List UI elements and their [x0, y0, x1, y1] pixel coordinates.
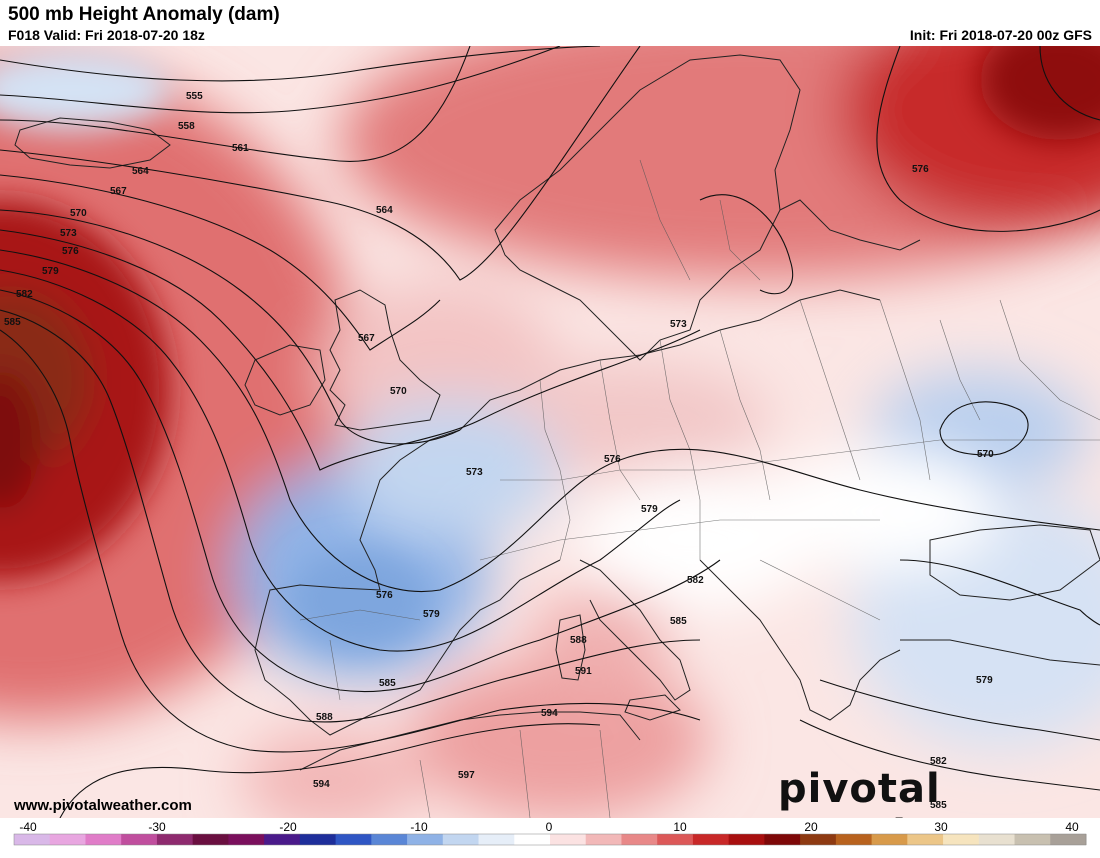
- contour-label: 582: [687, 575, 704, 586]
- contour-label: 564: [132, 166, 149, 177]
- colorbar-swatch: [85, 834, 122, 845]
- colorbar-tick-label: 20: [804, 820, 818, 834]
- colorbar-swatch: [550, 834, 587, 845]
- colorbar-swatch: [764, 834, 801, 845]
- contour-label: 585: [379, 678, 396, 689]
- colorbar-swatches: [13, 833, 1087, 846]
- colorbar-swatch: [14, 834, 51, 845]
- contour-label: 588: [316, 712, 333, 723]
- contour-label: 585: [930, 800, 947, 811]
- colorbar-tick-label: 0: [545, 820, 553, 834]
- colorbar-swatch: [514, 834, 551, 845]
- colorbar-swatch: [692, 834, 730, 845]
- contour-label: 579: [976, 675, 993, 686]
- colorbar-swatch: [478, 834, 515, 845]
- colorbar-svg: [13, 833, 1087, 846]
- contour-label: 567: [358, 333, 375, 344]
- contour-label: 558: [178, 121, 195, 132]
- colorbar-swatch: [728, 834, 765, 845]
- colorbar-swatch: [871, 834, 908, 845]
- colorbar-swatch: [156, 834, 194, 845]
- colorbar: [0, 818, 1100, 850]
- colorbar-swatch: [335, 834, 372, 845]
- contour-label: 582: [16, 289, 33, 300]
- height-contours: [0, 46, 1100, 818]
- map-title: 500 mb Height Anomaly (dam): [8, 4, 280, 25]
- contour-label: 576: [62, 246, 79, 257]
- contour-label: 573: [60, 228, 77, 239]
- contour-label: 594: [541, 708, 558, 719]
- colorbar-swatch: [621, 834, 658, 845]
- contour-label: 576: [376, 590, 393, 601]
- header: 500 mb Height Anomaly (dam) F018 Valid: …: [0, 0, 1100, 46]
- contour-label: 579: [42, 266, 59, 277]
- contour-label-group: 555 558 561 564 564 567 567 570 570 570 …: [4, 91, 994, 811]
- colorbar-swatch: [585, 834, 622, 845]
- contour-label: 579: [423, 609, 440, 620]
- contour-label: 585: [670, 616, 687, 627]
- contour-label: 573: [670, 319, 687, 330]
- colorbar-swatch: [1014, 834, 1051, 845]
- colorbar-tick-label: -30: [148, 820, 166, 834]
- colorbar-swatch: [943, 834, 980, 845]
- contour-label: 570: [977, 449, 994, 460]
- contour-label: 561: [232, 143, 249, 154]
- contour-label: 597: [458, 770, 475, 781]
- contour-label: 591: [575, 666, 592, 677]
- colorbar-swatch: [442, 834, 480, 845]
- valid-time: F018 Valid: Fri 2018-07-20 18z: [8, 27, 205, 43]
- colorbar-swatch: [907, 834, 944, 845]
- colorbar-swatch: [299, 834, 337, 845]
- contour-label: 579: [641, 504, 658, 515]
- colorbar-tick-label: -40: [19, 820, 37, 834]
- contour-label: 576: [604, 454, 621, 465]
- map-canvas: 555 558 561 564 564 567 567 570 570 570 …: [0, 46, 1100, 818]
- contour-label: 582: [930, 756, 947, 767]
- colorbar-swatch: [192, 834, 229, 845]
- colorbar-swatch: [264, 834, 301, 845]
- colorbar-swatch: [49, 834, 86, 845]
- contour-label: 555: [186, 91, 203, 102]
- colorbar-tick-label: 40: [1065, 820, 1079, 834]
- colorbar-tick-label: 10: [673, 820, 687, 834]
- contour-label: 588: [570, 635, 587, 646]
- colorbar-tick-label: -10: [410, 820, 428, 834]
- colorbar-swatch: [800, 834, 837, 845]
- colorbar-swatch: [835, 834, 873, 845]
- colorbar-tick-label: -20: [279, 820, 297, 834]
- contour-label: 564: [376, 205, 393, 216]
- coastlines: [14, 54, 1100, 771]
- colorbar-swatch: [228, 834, 265, 845]
- init-time: Init: Fri 2018-07-20 00z GFS: [909, 27, 1092, 43]
- colorbar-border: [13, 833, 1087, 846]
- colorbar-swatch: [371, 834, 408, 845]
- website-url: www.pivotalweather.com: [14, 797, 192, 814]
- contour-label: 567: [110, 186, 127, 197]
- contour-label: 570: [70, 208, 87, 219]
- contour-label: 585: [4, 317, 21, 328]
- colorbar-swatch: [657, 834, 694, 845]
- colorbar-swatch: [978, 834, 1016, 845]
- colorbar-swatch: [407, 834, 444, 845]
- anomaly-map: 555 558 561 564 564 567 567 570 570 570 …: [0, 46, 1100, 818]
- contour-label: 573: [466, 467, 483, 478]
- contour-label: 576: [912, 164, 929, 175]
- colorbar-swatch: [1050, 834, 1087, 845]
- contour-label: 594: [313, 779, 330, 790]
- colorbar-swatch: [121, 834, 158, 845]
- contour-label: 570: [390, 386, 407, 397]
- colorbar-tick-label: 30: [934, 820, 948, 834]
